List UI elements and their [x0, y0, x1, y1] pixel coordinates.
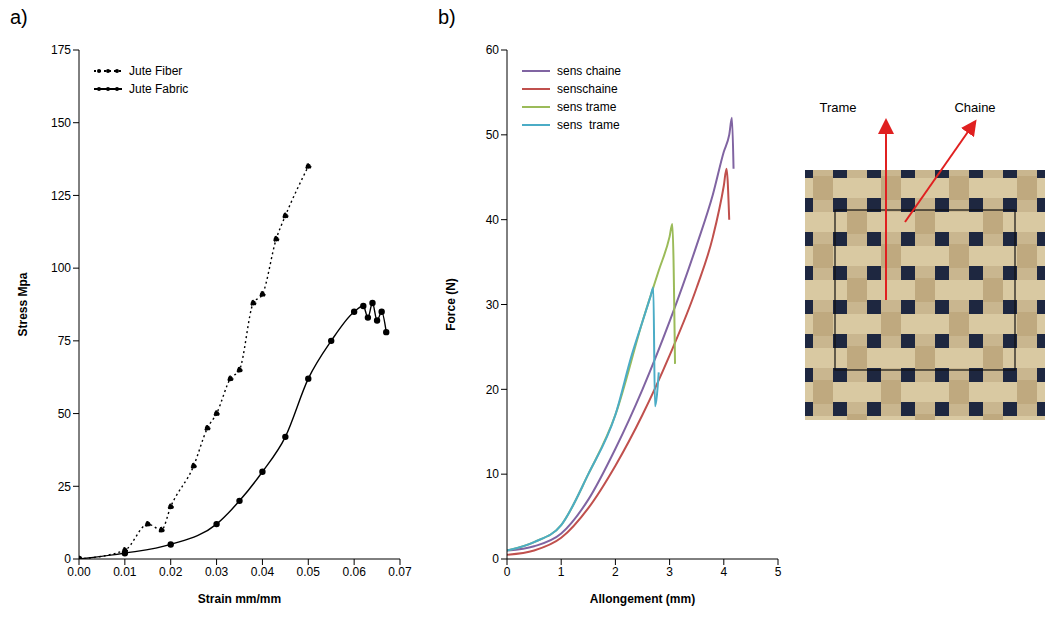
svg-text:Stress Mpa: Stress Mpa	[16, 272, 30, 336]
svg-text:10: 10	[486, 467, 500, 481]
svg-text:0.05: 0.05	[297, 565, 321, 579]
svg-text:30: 30	[486, 298, 500, 312]
svg-text:150: 150	[51, 116, 71, 130]
html-text:a): a)	[10, 6, 28, 28]
svg-text:20: 20	[486, 383, 500, 397]
html-text:sens trame: sens trame	[557, 118, 620, 132]
html-text:Jute Fiber: Jute Fiber	[129, 64, 183, 78]
svg-text:100: 100	[51, 261, 71, 275]
svg-text:0: 0	[64, 552, 71, 566]
svg-text:0.03: 0.03	[205, 565, 229, 579]
svg-text:0.07: 0.07	[388, 565, 412, 579]
svg-text:3: 3	[666, 565, 673, 579]
svg-text:Force (N): Force (N)	[444, 278, 458, 331]
svg-text:75: 75	[58, 334, 72, 348]
svg-text:5: 5	[775, 565, 782, 579]
svg-text:0.02: 0.02	[159, 565, 183, 579]
svg-text:4: 4	[720, 565, 727, 579]
svg-text:50: 50	[486, 128, 500, 142]
svg-text:0: 0	[504, 565, 511, 579]
html-text:Jute Fabric: Jute Fabric	[129, 82, 189, 96]
html-text:sens chaine: sens chaine	[557, 64, 621, 78]
svg-text:0.01: 0.01	[113, 565, 137, 579]
svg-text:1: 1	[558, 565, 565, 579]
html-text:senschaine: senschaine	[557, 82, 618, 96]
svg-text:Strain mm/mm: Strain mm/mm	[198, 592, 281, 606]
svg-text:Trame: Trame	[819, 100, 856, 115]
html-text:sens trame: sens trame	[557, 100, 617, 114]
svg-text:Allongement (mm): Allongement (mm)	[590, 592, 695, 606]
svg-text:0.00: 0.00	[67, 565, 91, 579]
svg-text:60: 60	[486, 43, 500, 57]
svg-text:2: 2	[612, 565, 619, 579]
svg-text:0.04: 0.04	[251, 565, 275, 579]
svg-text:40: 40	[486, 213, 500, 227]
svg-text:Chaine: Chaine	[954, 100, 995, 115]
svg-text:50: 50	[58, 407, 72, 421]
html-text:b): b)	[438, 6, 456, 28]
svg-text:0.06: 0.06	[342, 565, 366, 579]
svg-text:0: 0	[492, 552, 499, 566]
svg-text:25: 25	[58, 480, 72, 494]
svg-text:125: 125	[51, 189, 71, 203]
svg-text:175: 175	[51, 43, 71, 57]
